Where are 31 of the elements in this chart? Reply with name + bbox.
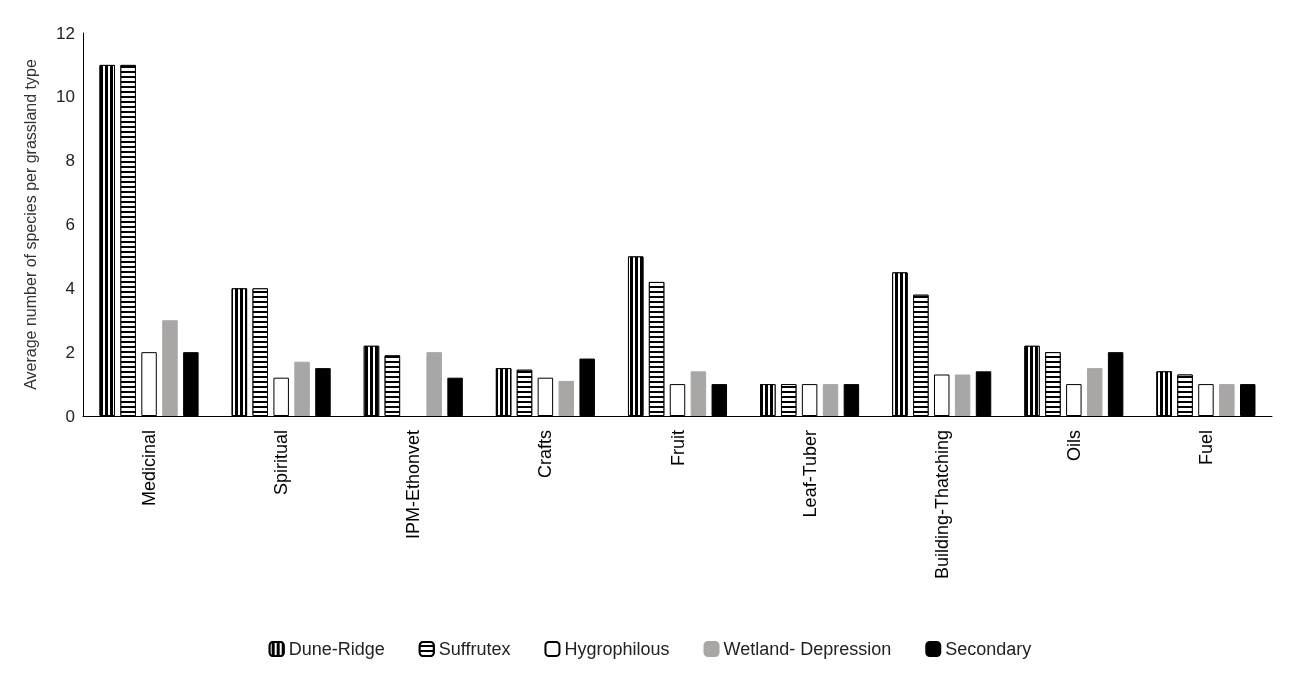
bar [822,384,839,416]
x-tick-label: Crafts [535,430,556,479]
x-tick-label: IPM-Ethonvet [403,430,424,540]
x-tick-label: Oils [1063,430,1084,461]
legend-label: Hygrophilous [564,639,670,659]
x-tick-label: Fuel [1195,430,1216,466]
y-tick-label: 10 [56,87,75,107]
x-tick-label: Spiritual [271,430,292,496]
bar [954,374,971,416]
y-tick-label: 2 [65,342,75,362]
bar [1219,384,1235,416]
y-tick-label: 6 [65,215,75,234]
y-tick-label: 4 [65,278,75,298]
y-tick-label: 12 [56,23,75,43]
y-tick-label: 8 [65,151,75,171]
bar [294,361,310,416]
x-tick-label: Building-Thatching [931,430,952,580]
y-tick-label: 0 [65,406,75,426]
bar [162,320,178,416]
legend-label: Wetland- Depression [723,639,892,659]
bar [690,371,707,416]
x-tick-label: Fruit [667,430,688,466]
bar [1086,368,1103,416]
bar [426,352,442,416]
legend-label: Suffrutex [438,639,511,659]
bar [558,380,575,416]
legend-label: Dune-Ridge [288,639,385,659]
x-tick-label: Medicinal [139,430,160,507]
x-tick-label: Leaf-Tuber [799,430,820,518]
y-axis-title: Average number of species per grassland type [21,59,39,390]
legend-label: Secondary [945,639,1032,659]
